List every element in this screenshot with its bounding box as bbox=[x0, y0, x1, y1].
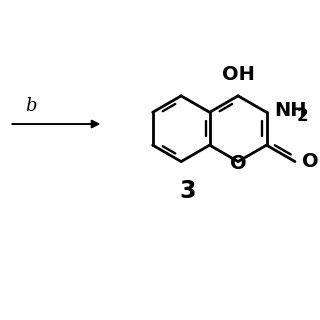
Text: b: b bbox=[26, 97, 37, 115]
Text: NH: NH bbox=[274, 101, 307, 120]
Text: OH: OH bbox=[222, 65, 254, 84]
Text: 3: 3 bbox=[179, 179, 196, 203]
Text: O: O bbox=[230, 154, 246, 172]
Text: O: O bbox=[302, 152, 318, 171]
Text: 2: 2 bbox=[297, 107, 308, 125]
